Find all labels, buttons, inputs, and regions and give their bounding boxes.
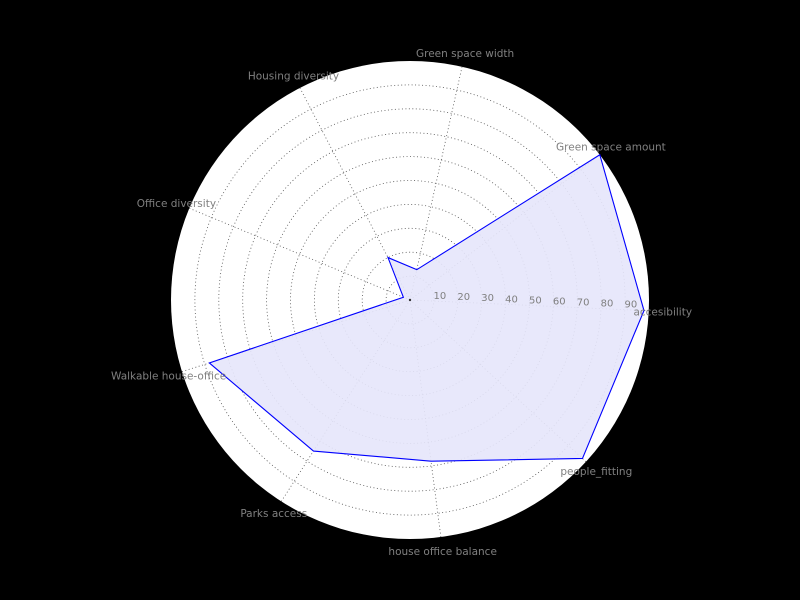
tick-label: 90 bbox=[625, 300, 638, 311]
axis-label: house office balance bbox=[388, 546, 497, 558]
spoke-3 bbox=[299, 87, 411, 301]
series-line bbox=[208, 153, 645, 462]
tick-label: 40 bbox=[505, 294, 518, 305]
axis-label: Walkable house-office bbox=[111, 371, 226, 383]
tick-label: 10 bbox=[434, 291, 447, 302]
tick-label: 80 bbox=[601, 299, 614, 310]
tick-label: 50 bbox=[529, 295, 542, 306]
radial-tick-labels: 10 20 30 40 50 60 70 80 90 bbox=[434, 291, 638, 311]
spoke-4 bbox=[189, 207, 411, 301]
series-layer bbox=[208, 153, 645, 462]
axis-label: people_fitting bbox=[560, 466, 632, 478]
axis-label: Green space width bbox=[416, 48, 514, 60]
axis-label: accesibility bbox=[633, 306, 692, 318]
spoke-2 bbox=[409, 66, 463, 301]
axis-label: Office diversity bbox=[137, 198, 216, 210]
axis-label: Green space amount bbox=[556, 141, 666, 153]
tick-label: 70 bbox=[577, 298, 590, 309]
tick-label: 30 bbox=[481, 293, 494, 304]
axis-labels: accesibility Green space amount Green spac… bbox=[111, 48, 692, 558]
center-dot bbox=[408, 298, 412, 302]
series-fill bbox=[209, 154, 644, 462]
tick-label: 60 bbox=[553, 296, 566, 307]
axis-label: Parks access bbox=[240, 508, 307, 520]
axis-label: Housing diversity bbox=[248, 70, 339, 82]
tick-label: 20 bbox=[457, 292, 470, 303]
